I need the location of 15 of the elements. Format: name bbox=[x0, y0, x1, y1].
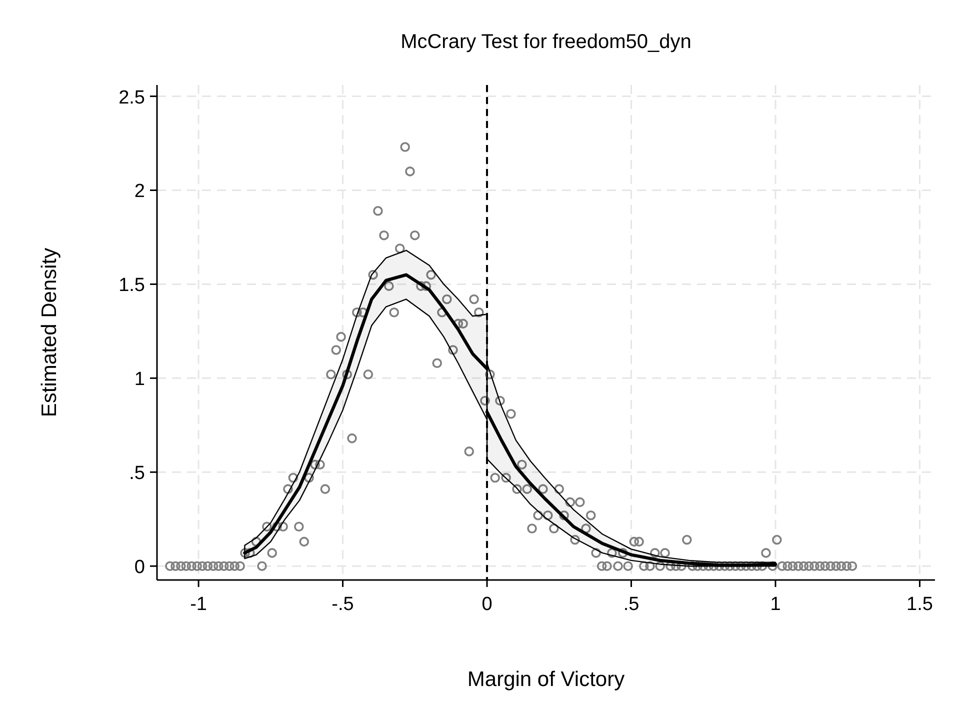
x-tick-label: 1.5 bbox=[906, 594, 933, 615]
y-tick-label: .5 bbox=[129, 463, 145, 484]
chart-title: McCrary Test for freedom50_dyn bbox=[400, 31, 692, 53]
x-tick-label: -1 bbox=[190, 594, 207, 615]
x-tick-label: 1 bbox=[770, 594, 781, 615]
x-axis-title: Margin of Victory bbox=[467, 668, 626, 691]
x-tick-label: 0 bbox=[482, 594, 492, 615]
y-axis-title: Estimated Density bbox=[38, 247, 61, 418]
x-tick-label: -.5 bbox=[332, 594, 354, 615]
y-tick-label: 2 bbox=[134, 181, 145, 202]
y-tick-label: 1 bbox=[134, 369, 145, 390]
y-tick-label: 0 bbox=[134, 557, 145, 578]
x-tick-label: .5 bbox=[623, 594, 640, 615]
y-tick-label: 2.5 bbox=[118, 87, 145, 108]
y-tick-label: 1.5 bbox=[118, 275, 145, 296]
